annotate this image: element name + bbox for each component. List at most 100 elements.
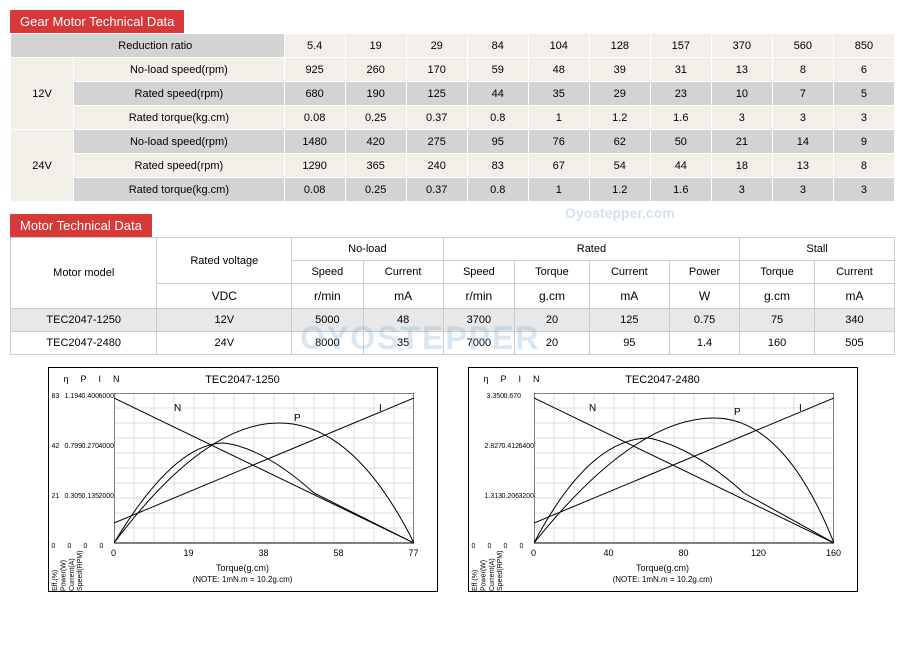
- gear-cell: 29: [589, 82, 650, 106]
- gear-cell: 170: [406, 58, 467, 82]
- motor-header: No-load: [292, 238, 444, 261]
- gear-cell: 925: [284, 58, 345, 82]
- gear-row-label: Rated speed(rpm): [74, 154, 284, 178]
- svg-text:I: I: [379, 403, 382, 414]
- motor-cell: 20: [515, 309, 590, 332]
- gear-cell: 0.37: [406, 106, 467, 130]
- motor-cell: 3700: [443, 309, 514, 332]
- gear-cell: 48: [528, 58, 589, 82]
- gear-section-title: Gear Motor Technical Data: [10, 10, 184, 33]
- svg-text:P: P: [734, 407, 741, 418]
- svg-text:I: I: [799, 403, 802, 414]
- watermark-text: Oyostepper.com: [565, 205, 675, 221]
- gear-cell: 125: [406, 82, 467, 106]
- motor-header: Rated: [443, 238, 740, 261]
- motor-header: Motor model: [11, 238, 157, 309]
- gear-col-header: 84: [467, 34, 528, 58]
- gear-row-label: Rated torque(kg.cm): [74, 178, 284, 202]
- gear-col-header: 370: [711, 34, 772, 58]
- motor-subheader: Speed: [292, 261, 363, 284]
- motor-unit: g.cm: [515, 284, 590, 309]
- motor-cell: 1.4: [669, 332, 739, 355]
- gear-cell: 13: [772, 154, 833, 178]
- gear-cell: 62: [589, 130, 650, 154]
- motor-cell: 0.75: [669, 309, 739, 332]
- motor-subheader: Current: [363, 261, 443, 284]
- gear-cell: 0.8: [467, 178, 528, 202]
- gear-table: Reduction ratio 5.4192984104128157370560…: [10, 33, 895, 202]
- motor-unit: VDC: [157, 284, 292, 309]
- motor-cell: TEC2047-1250: [11, 309, 157, 332]
- gear-cell: 275: [406, 130, 467, 154]
- gear-cell: 8: [833, 154, 894, 178]
- motor-cell: 8000: [292, 332, 363, 355]
- gear-cell: 35: [528, 82, 589, 106]
- motor-cell: 160: [740, 332, 815, 355]
- motor-cell: 7000: [443, 332, 514, 355]
- motor-cell: 125: [589, 309, 669, 332]
- gear-cell: 23: [650, 82, 711, 106]
- gear-cell: 1480: [284, 130, 345, 154]
- motor-subheader: Torque: [740, 261, 815, 284]
- gear-row-label: Rated speed(rpm): [74, 82, 284, 106]
- voltage-cell: 12V: [11, 58, 74, 130]
- gear-col-header: 104: [528, 34, 589, 58]
- gear-cell: 260: [345, 58, 406, 82]
- gear-cell: 3: [711, 106, 772, 130]
- gear-col-header: 128: [589, 34, 650, 58]
- gear-cell: 190: [345, 82, 406, 106]
- gear-cell: 1.2: [589, 106, 650, 130]
- gear-col-header: 29: [406, 34, 467, 58]
- motor-subheader: Power: [669, 261, 739, 284]
- gear-cell: 3: [833, 106, 894, 130]
- motor-section-title: Motor Technical Data: [10, 214, 152, 237]
- gear-cell: 6: [833, 58, 894, 82]
- motor-table: Motor modelRated voltageNo-loadRatedStal…: [10, 237, 895, 355]
- gear-cell: 1.6: [650, 106, 711, 130]
- gear-cell: 76: [528, 130, 589, 154]
- motor-unit: mA: [589, 284, 669, 309]
- motor-unit: g.cm: [740, 284, 815, 309]
- gear-cell: 50: [650, 130, 711, 154]
- gear-cell: 54: [589, 154, 650, 178]
- motor-subheader: Torque: [515, 261, 590, 284]
- motor-cell: 5000: [292, 309, 363, 332]
- motor-header: Stall: [740, 238, 895, 261]
- svg-text:P: P: [294, 413, 301, 424]
- gear-cell: 0.8: [467, 106, 528, 130]
- motor-cell: 95: [589, 332, 669, 355]
- gear-col-header: 560: [772, 34, 833, 58]
- gear-cell: 9: [833, 130, 894, 154]
- gear-cell: 83: [467, 154, 528, 178]
- gear-cell: 67: [528, 154, 589, 178]
- motor-chart: ηPINTEC2047-1250831.1940.4006000420.7990…: [48, 367, 438, 592]
- motor-cell: 24V: [157, 332, 292, 355]
- motor-chart: ηPINTEC2047-24803.3500.6702.8270.4126400…: [468, 367, 858, 592]
- gear-row-label: No-load speed(rpm): [74, 58, 284, 82]
- gear-cell: 10: [711, 82, 772, 106]
- gear-cell: 59: [467, 58, 528, 82]
- gear-col-header: 850: [833, 34, 894, 58]
- gear-cell: 3: [833, 178, 894, 202]
- motor-unit: W: [669, 284, 739, 309]
- motor-subheader: Current: [589, 261, 669, 284]
- motor-cell: 340: [814, 309, 894, 332]
- chart-title: TEC2047-2480: [625, 374, 700, 386]
- svg-text:N: N: [589, 403, 596, 414]
- svg-text:N: N: [174, 403, 181, 414]
- gear-cell: 240: [406, 154, 467, 178]
- motor-unit: mA: [363, 284, 443, 309]
- gear-cell: 7: [772, 82, 833, 106]
- gear-row-label: No-load speed(rpm): [74, 130, 284, 154]
- gear-cell: 1: [528, 106, 589, 130]
- gear-cell: 1290: [284, 154, 345, 178]
- gear-cell: 420: [345, 130, 406, 154]
- gear-cell: 14: [772, 130, 833, 154]
- gear-cell: 18: [711, 154, 772, 178]
- gear-col-header: 157: [650, 34, 711, 58]
- motor-cell: 20: [515, 332, 590, 355]
- motor-unit: mA: [814, 284, 894, 309]
- gear-cell: 8: [772, 58, 833, 82]
- motor-cell: 48: [363, 309, 443, 332]
- gear-cell: 3: [772, 178, 833, 202]
